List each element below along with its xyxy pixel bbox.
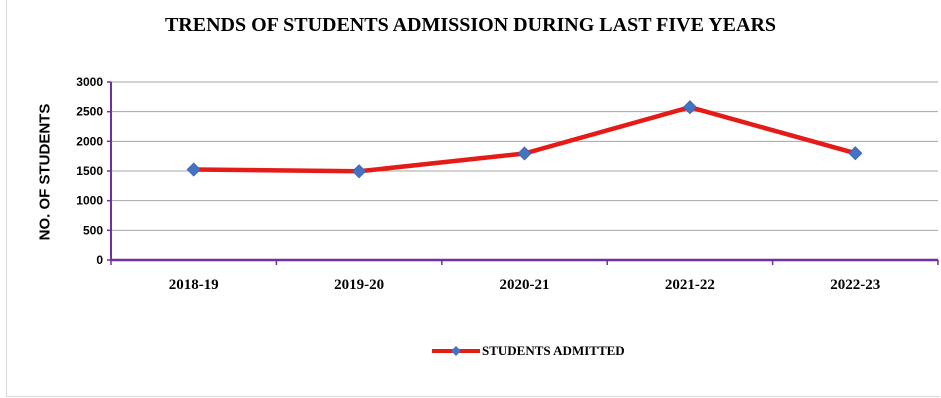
x-tick-label: 2020-21 — [500, 277, 550, 293]
data-point-marker — [186, 162, 201, 177]
legend-swatch — [432, 341, 480, 361]
x-tick-label: 2018-19 — [169, 277, 219, 293]
x-tick-label: 2021-22 — [665, 277, 715, 293]
legend-label: STUDENTS ADMITTED — [482, 343, 625, 358]
data-point-marker — [517, 146, 532, 161]
y-tick-label: 2500 — [76, 105, 103, 119]
y-tick-label: 1500 — [76, 164, 103, 178]
y-tick-label: 500 — [83, 223, 103, 237]
y-tick-label: 3000 — [76, 75, 103, 89]
data-point-marker — [352, 164, 367, 179]
series-line — [191, 104, 858, 174]
data-point-marker — [682, 100, 697, 115]
y-tick-label: 0 — [96, 253, 103, 267]
chart-frame — [6, 0, 940, 397]
x-tick-label: 2022-23 — [830, 277, 880, 293]
data-point-marker — [848, 146, 863, 161]
legend-marker — [451, 346, 461, 356]
chart-title: TRENDS OF STUDENTS ADMISSION DURING LAST… — [164, 14, 777, 36]
legend: STUDENTS ADMITTED — [432, 341, 625, 361]
y-tick-label: 1000 — [76, 194, 103, 208]
y-tick-label: 2000 — [76, 134, 103, 148]
x-tick-label: 2019-20 — [334, 277, 384, 293]
